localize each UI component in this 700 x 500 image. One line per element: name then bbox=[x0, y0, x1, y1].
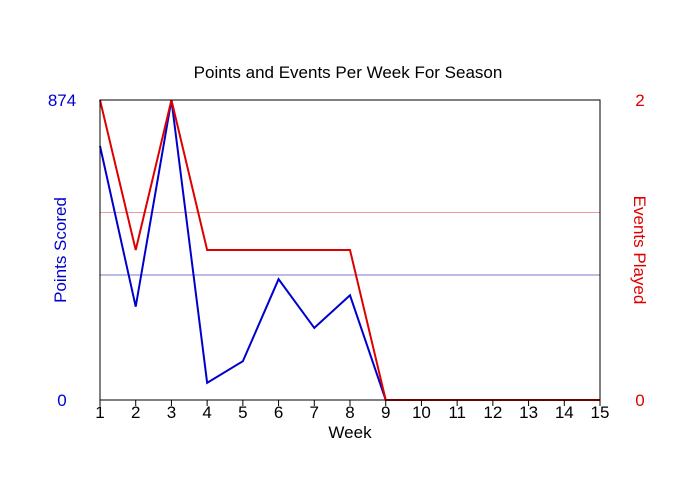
series-lines bbox=[99, 99, 600, 401]
left-axis-label: Points Scored bbox=[51, 197, 70, 303]
x-tick-label: 8 bbox=[345, 403, 354, 422]
left-axis-min-label: 0 bbox=[57, 391, 66, 410]
x-tick-label: 3 bbox=[167, 403, 176, 422]
x-tick-label: 11 bbox=[448, 403, 466, 422]
right-axis-min-label: 0 bbox=[635, 391, 644, 410]
x-axis-label: Week bbox=[328, 423, 372, 442]
x-tick-label: 15 bbox=[591, 403, 610, 422]
x-tick-label: 2 bbox=[131, 403, 140, 422]
right-axis-label: Events Played bbox=[630, 196, 649, 305]
chart-title: Points and Events Per Week For Season bbox=[194, 63, 503, 82]
average-lines bbox=[100, 212, 600, 276]
series-line-events-played bbox=[99, 99, 600, 401]
x-tick-label: 9 bbox=[381, 403, 390, 422]
x-tick-label: 7 bbox=[310, 403, 319, 422]
x-tick-label: 6 bbox=[274, 403, 283, 422]
x-tick-label: 14 bbox=[555, 403, 574, 422]
x-tick-label: 4 bbox=[202, 403, 211, 422]
x-tick-label: 10 bbox=[412, 403, 431, 422]
x-axis-ticks: 1 2 3 4 5 6 7 8 9 10 11 12 13 14 15 bbox=[95, 400, 609, 422]
x-tick-label: 13 bbox=[519, 403, 538, 422]
x-tick-label: 5 bbox=[238, 403, 247, 422]
x-tick-label: 1 bbox=[95, 403, 104, 422]
right-axis-max-label: 2 bbox=[635, 91, 644, 110]
x-tick-label: 12 bbox=[483, 403, 502, 422]
left-axis-max-label: 874 bbox=[48, 91, 76, 110]
